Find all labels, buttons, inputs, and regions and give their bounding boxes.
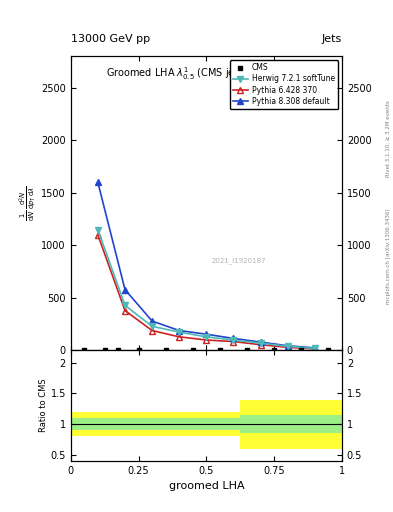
Y-axis label: $\frac{1}{\mathrm{d}N}\,\frac{\mathrm{d}^2N}{\mathrm{d}p_T\,\mathrm{d}\lambda}$: $\frac{1}{\mathrm{d}N}\,\frac{\mathrm{d}… [18, 186, 39, 221]
Line: CMS: CMS [82, 348, 331, 353]
Herwig 7.2.1 softTune [123, 302, 127, 308]
CMS [163, 348, 168, 354]
Herwig 7.2.1 softTune [95, 227, 100, 233]
Pythia 6.428 370 [95, 232, 100, 238]
Pythia 6.428 370 [177, 334, 182, 340]
Pythia 8.308 default [258, 339, 263, 345]
CMS [326, 348, 331, 354]
Text: Rivet 3.1.10, ≥ 3.2M events: Rivet 3.1.10, ≥ 3.2M events [386, 100, 391, 177]
CMS [299, 348, 303, 354]
Herwig 7.2.1 softTune [204, 334, 209, 340]
Line: Pythia 6.428 370: Pythia 6.428 370 [94, 231, 318, 352]
Pythia 6.428 370 [123, 308, 127, 314]
Herwig 7.2.1 softTune [258, 340, 263, 346]
Text: mcplots.cern.ch [arXiv:1306.3436]: mcplots.cern.ch [arXiv:1306.3436] [386, 208, 391, 304]
Pythia 8.308 default [177, 328, 182, 334]
CMS [116, 348, 121, 354]
CMS [82, 348, 86, 354]
CMS [102, 348, 107, 354]
Herwig 7.2.1 softTune [231, 337, 236, 343]
Text: Groomed LHA $\lambda^{1}_{0.5}$ (CMS jet substructure): Groomed LHA $\lambda^{1}_{0.5}$ (CMS jet… [106, 65, 307, 82]
Legend: CMS, Herwig 7.2.1 softTune, Pythia 6.428 370, Pythia 8.308 default: CMS, Herwig 7.2.1 softTune, Pythia 6.428… [230, 60, 338, 109]
Y-axis label: Ratio to CMS: Ratio to CMS [39, 379, 48, 433]
CMS [190, 348, 195, 354]
Herwig 7.2.1 softTune [285, 343, 290, 349]
Pythia 8.308 default [123, 287, 127, 293]
Pythia 8.308 default [204, 331, 209, 337]
Pythia 8.308 default [231, 335, 236, 342]
Herwig 7.2.1 softTune [177, 329, 182, 335]
Herwig 7.2.1 softTune [312, 345, 317, 351]
CMS [244, 348, 250, 354]
X-axis label: groomed LHA: groomed LHA [169, 481, 244, 491]
Pythia 6.428 370 [258, 342, 263, 348]
Pythia 8.308 default [285, 343, 290, 349]
Text: 2021_I1920187: 2021_I1920187 [212, 257, 266, 264]
Pythia 8.308 default [95, 179, 100, 185]
CMS [136, 348, 141, 354]
Herwig 7.2.1 softTune [150, 323, 154, 329]
Pythia 8.308 default [150, 318, 154, 324]
Text: Jets: Jets [321, 33, 342, 44]
Pythia 6.428 370 [204, 337, 209, 343]
Pythia 8.308 default [312, 345, 317, 351]
Pythia 6.428 370 [231, 338, 236, 345]
Line: Herwig 7.2.1 softTune: Herwig 7.2.1 softTune [94, 226, 318, 352]
CMS [218, 348, 222, 354]
Line: Pythia 8.308 default: Pythia 8.308 default [94, 179, 318, 351]
Pythia 6.428 370 [312, 346, 317, 352]
Pythia 6.428 370 [150, 328, 154, 334]
Pythia 6.428 370 [285, 344, 290, 350]
CMS [272, 348, 276, 354]
Text: 13000 GeV pp: 13000 GeV pp [71, 33, 150, 44]
